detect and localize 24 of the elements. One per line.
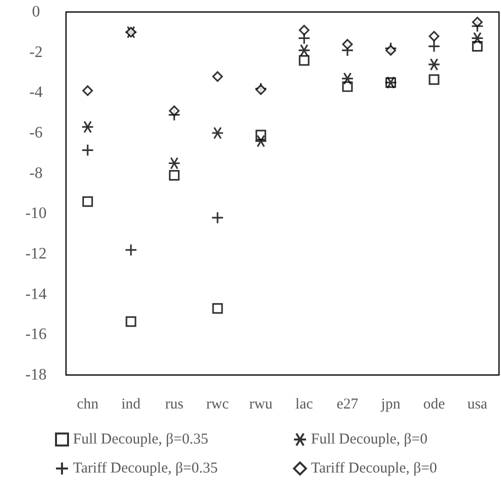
legend-label: Tariff Decouple, β=0 — [311, 460, 437, 476]
x-tick-label: rwu — [249, 396, 274, 412]
y-tick-label: -4 — [29, 84, 43, 102]
y-tick-label: -8 — [29, 164, 43, 182]
x-tick-label: chn — [76, 396, 99, 412]
x-tick-label: rwc — [206, 396, 230, 412]
x-tick-label: ind — [121, 396, 142, 412]
y-tick-label: -18 — [25, 366, 47, 384]
y-tick-label: -6 — [29, 124, 43, 142]
x-tick-label: lac — [295, 396, 314, 412]
legend-label: Full Decouple, β=0.35 — [73, 432, 208, 448]
x-tick-label: jpn — [380, 396, 401, 412]
y-tick-label: -14 — [25, 286, 47, 303]
x-tick-label: rus — [165, 396, 184, 412]
y-tick-label: -16 — [25, 326, 47, 344]
legend-label: Full Decouple, β=0 — [311, 432, 428, 448]
x-tick-label: usa — [467, 396, 488, 412]
y-tick-label: -12 — [25, 246, 47, 262]
x-tick-label: e27 — [336, 396, 359, 412]
legend-label: Tariff Decouple, β=0.35 — [73, 460, 218, 476]
y-tick-label: -10 — [25, 205, 47, 222]
x-tick-label: ode — [423, 396, 446, 412]
y-tick-label: 0 — [32, 4, 40, 20]
y-tick-label: -2 — [29, 44, 43, 61]
